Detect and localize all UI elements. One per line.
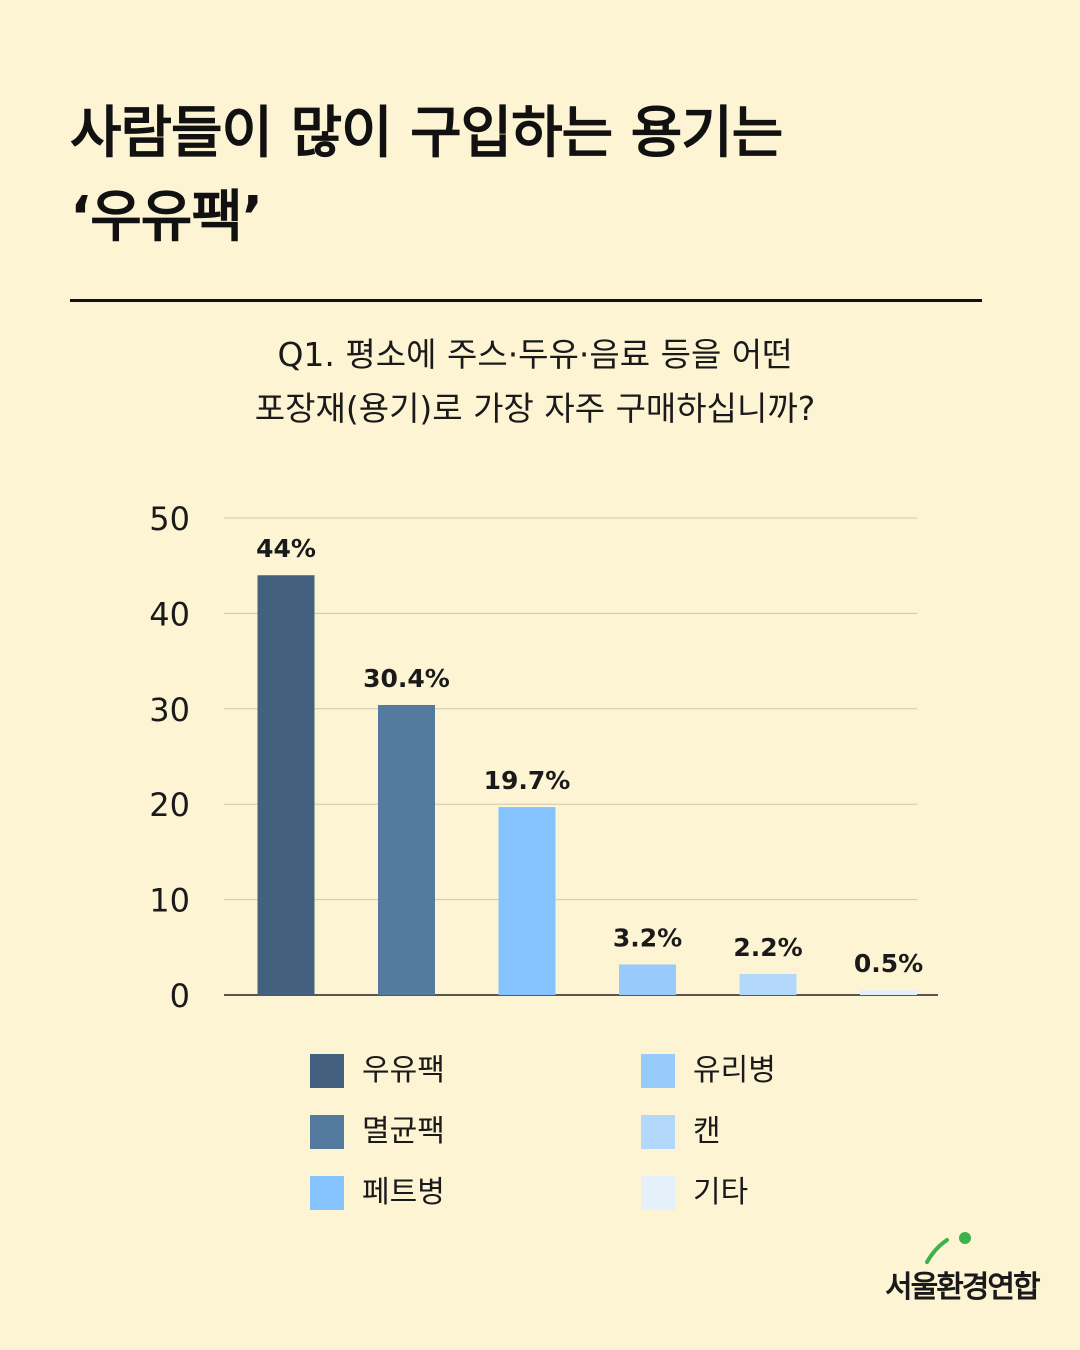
y-tick-label: 40 xyxy=(149,595,190,633)
bar xyxy=(860,990,917,995)
bar-data-label: 2.2% xyxy=(733,933,802,962)
y-tick-label: 10 xyxy=(149,882,190,920)
logo: 서울환경연합 xyxy=(885,1232,1041,1312)
bar xyxy=(619,964,676,995)
question-line-1: Q1. 평소에 주스·두유·음료 등을 어떤 xyxy=(277,335,793,374)
logo-leaf-icon xyxy=(925,1232,971,1264)
bar-data-label: 44% xyxy=(256,534,316,563)
survey-question: Q1. 평소에 주스·두유·음료 등을 어떤 포장재(용기)로 가장 자주 구매… xyxy=(120,328,950,436)
bar xyxy=(378,704,435,995)
logo-text: 서울환경연합 xyxy=(885,1270,1041,1305)
title-divider xyxy=(70,299,982,302)
bar-data-label: 3.2% xyxy=(613,923,682,952)
bar xyxy=(739,974,797,995)
page-title: 사람들이 많이 구입하는 용기는 ‘우유팩’ xyxy=(70,92,1020,260)
title-line-2: ‘우유팩’ xyxy=(70,185,263,250)
y-tick-label: 0 xyxy=(170,977,190,1015)
question-line-2: 포장재(용기)로 가장 자주 구매하십니까? xyxy=(254,389,816,428)
bar xyxy=(498,807,556,995)
bar-data-label: 19.7% xyxy=(484,766,571,795)
bar-data-label: 30.4% xyxy=(363,664,450,693)
y-tick-label: 20 xyxy=(149,786,190,824)
y-tick-label: 30 xyxy=(149,691,190,729)
title-line-1: 사람들이 많이 구입하는 용기는 xyxy=(70,101,783,166)
y-tick-label: 50 xyxy=(149,500,190,538)
bar-data-label: 0.5% xyxy=(854,949,923,978)
bar xyxy=(257,575,315,995)
